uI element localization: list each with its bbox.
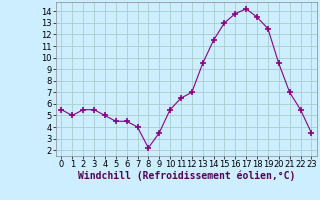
X-axis label: Windchill (Refroidissement éolien,°C): Windchill (Refroidissement éolien,°C): [78, 171, 295, 181]
